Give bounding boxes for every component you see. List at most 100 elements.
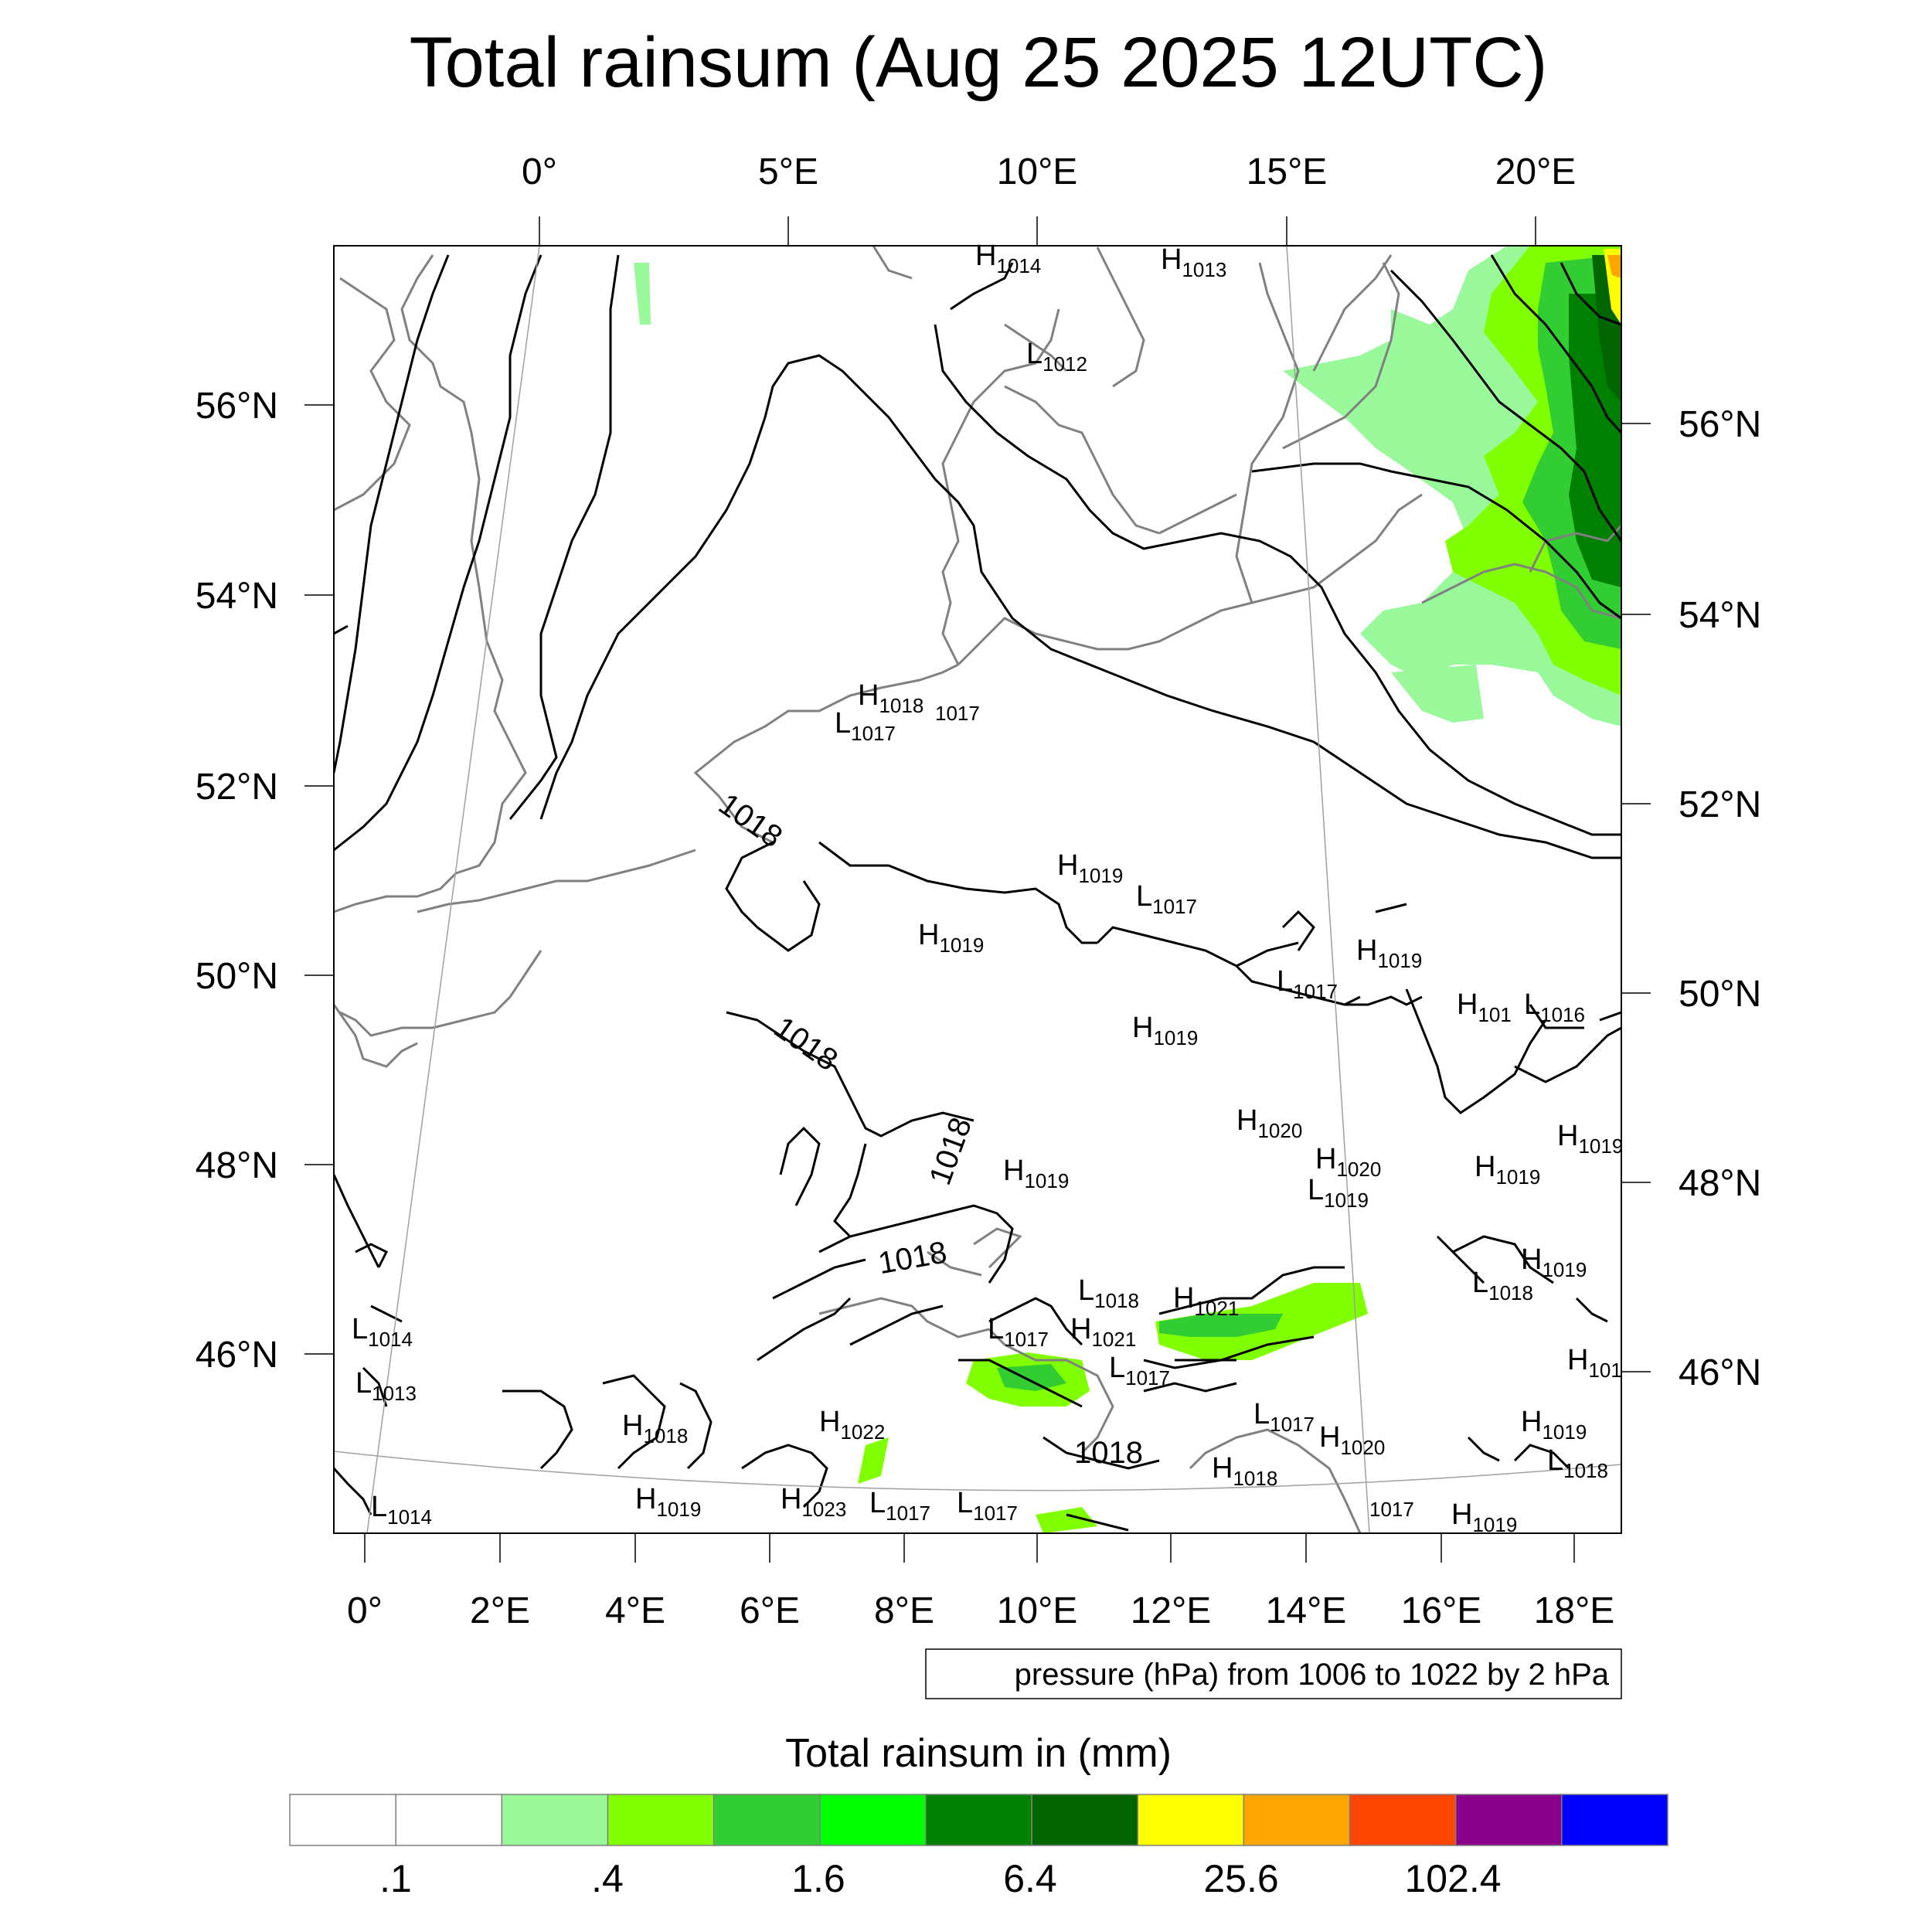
pressure-center: L1017 [988,1313,1049,1351]
pressure-center: H101 [1457,988,1512,1026]
lon-label: 4°E [605,1590,665,1631]
pressure-centers: H1014 H1013 L1012 H1018 1017 L1017 H1019… [352,240,1623,1536]
pressure-center: L1019 [1308,1174,1369,1212]
pressure-center: H1020 [1319,1421,1385,1459]
pressure-center: L1016 [1524,988,1585,1026]
isobars [334,254,1621,1532]
left-latitude-labels: 56°N 54°N 52°N 50°N 48°N 46°N [196,386,278,1376]
pressure-center: H1014 [975,240,1041,277]
lat-label: 52°N [1679,784,1761,825]
lon-label: 6°E [740,1590,800,1631]
pressure-center: 1017 [1369,1498,1414,1521]
map-frame [333,245,1622,1534]
pressure-center: L1017 [835,707,896,745]
pressure-center: L1017 [1109,1352,1170,1389]
lat-label: 54°N [196,576,278,617]
pressure-center: L1012 [1026,338,1087,376]
colorbar [289,1794,1668,1846]
pressure-center: H1019 [1057,849,1123,887]
pressure-center: H1018 [1212,1452,1277,1490]
colorbar-box [1031,1794,1139,1846]
colorbar-label: .4 [591,1857,624,1900]
colorbar-box [501,1794,609,1846]
precipitation-field [634,246,1621,1533]
colorbar-box [1349,1794,1457,1846]
colorbar-labels: .1 .4 1.6 6.4 25.6 102.4 [379,1857,1501,1900]
pressure-center: L1014 [371,1491,432,1529]
lon-label: 16°E [1401,1590,1482,1631]
pressure-center: H1013 [1161,243,1226,281]
lon-label: 2°E [470,1590,530,1631]
pressure-center: H1019 [1521,1406,1587,1444]
top-longitude-labels: 0° 5°E 10°E 15°E 20°E [522,151,1576,192]
pressure-center: L1014 [352,1313,413,1351]
pressure-center: L1013 [355,1367,417,1405]
colorbar-label: .1 [379,1857,412,1900]
pressure-center: L1017 [1277,965,1338,1003]
lat-label: 48°N [196,1145,278,1186]
colorbar-label: 1.6 [791,1857,845,1900]
pressure-center: H1019 [1557,1120,1623,1158]
lon-label: 20°E [1495,151,1577,192]
pressure-center: H1019 [1451,1498,1517,1536]
lat-label: 56°N [196,386,278,427]
lon-label: 10°E [997,151,1078,192]
pressure-center: H1019 [918,919,984,957]
contour-info-box: pressure (hPa) from 1006 to 1022 by 2 hP… [925,1648,1622,1699]
lat-label: 50°N [196,956,278,997]
colorbar-box [1561,1794,1668,1846]
colorbar-box [925,1794,1032,1846]
pressure-center: L1018 [1547,1444,1608,1482]
pressure-center: L1017 [1136,880,1197,918]
pressure-center: H1022 [819,1406,885,1444]
lat-label: 52°N [196,767,278,808]
colorbar-title: Total rainsum in (mm) [785,1731,1172,1776]
lat-label: 50°N [1679,974,1761,1015]
colorbar-label: 6.4 [1003,1857,1057,1900]
pressure-center: H1023 [781,1483,846,1521]
bottom-longitude-labels: 0° 2°E 4°E 6°E 8°E 10°E 12°E 14°E 16°E 1… [347,1590,1614,1631]
lon-label: 8°E [874,1590,934,1631]
colorbar-label: 25.6 [1203,1857,1278,1900]
pressure-center: 1017 [935,702,980,725]
colorbar-box [1243,1794,1351,1846]
pressure-center: H1019 [1521,1243,1587,1281]
pressure-center: L1017 [869,1487,930,1525]
right-latitude-labels: 56°N 54°N 52°N 50°N 48°N 46°N [1679,404,1761,1393]
lat-label: 54°N [1679,595,1761,636]
pressure-center: H1018 [858,679,923,717]
lon-label: 12°E [1131,1590,1212,1631]
pressure-center: H101 [1567,1344,1622,1382]
pressure-center: H1021 [1173,1282,1239,1320]
contour-info-text: pressure (hPa) from 1006 to 1022 by 2 hP… [1015,1658,1610,1692]
lon-label: 15°E [1247,151,1328,192]
pressure-center: H1021 [1070,1313,1136,1351]
pressure-center: H1019 [1003,1155,1069,1192]
lon-label: 5°E [758,151,818,192]
lon-label: 0° [347,1590,383,1631]
pressure-center: L1018 [1078,1274,1139,1312]
lon-label: 14°E [1266,1590,1347,1631]
lat-label: 46°N [1679,1352,1761,1393]
pressure-center: L1017 [957,1487,1018,1525]
lon-label: 0° [522,151,557,192]
graticule [334,246,1621,1533]
lat-label: 46°N [196,1335,278,1376]
axis-ticks [304,216,1651,1563]
pressure-center: H1019 [1475,1151,1540,1189]
pressure-center: L1017 [1253,1398,1315,1436]
contour-label: 1018 [1074,1436,1143,1470]
colorbar-box [1137,1794,1245,1846]
map-plot [334,246,1621,1533]
colorbar-label: 102.4 [1404,1857,1501,1900]
pressure-center: H1020 [1315,1143,1381,1181]
colorbar-box [289,1794,396,1846]
pressure-center: H1019 [635,1483,701,1521]
colorbar-box [713,1794,821,1846]
lat-label: 48°N [1679,1163,1761,1204]
colorbar-box [395,1794,503,1846]
pressure-center: H1019 [1356,934,1422,972]
colorbar-box [819,1794,927,1846]
pressure-center: H1018 [622,1410,688,1447]
colorbar-box [1454,1794,1563,1846]
